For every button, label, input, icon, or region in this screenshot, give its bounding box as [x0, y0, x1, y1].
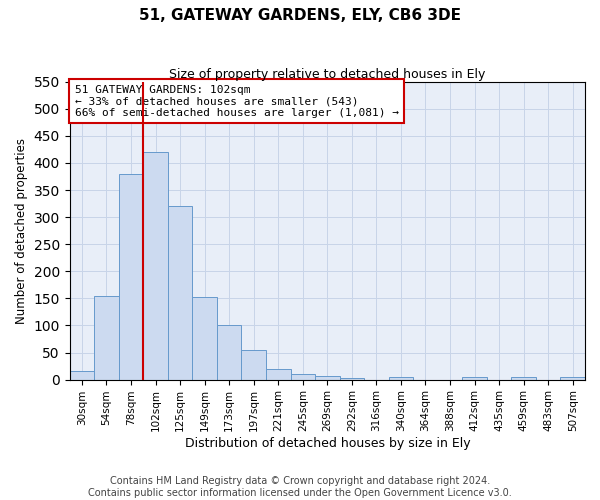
Bar	[462, 378, 487, 380]
Title: Size of property relative to detached houses in Ely: Size of property relative to detached ho…	[169, 68, 485, 80]
Bar	[266, 369, 290, 380]
Bar	[511, 378, 536, 380]
Bar	[389, 378, 413, 380]
Bar	[70, 372, 94, 380]
Bar	[193, 296, 217, 380]
Bar	[241, 350, 266, 380]
Text: 51, GATEWAY GARDENS, ELY, CB6 3DE: 51, GATEWAY GARDENS, ELY, CB6 3DE	[139, 8, 461, 22]
Bar	[315, 376, 340, 380]
Bar	[560, 377, 585, 380]
Bar	[94, 296, 119, 380]
X-axis label: Distribution of detached houses by size in Ely: Distribution of detached houses by size …	[185, 437, 470, 450]
Text: Contains HM Land Registry data © Crown copyright and database right 2024.
Contai: Contains HM Land Registry data © Crown c…	[88, 476, 512, 498]
Bar	[168, 206, 193, 380]
Bar	[119, 174, 143, 380]
Text: 51 GATEWAY GARDENS: 102sqm
← 33% of detached houses are smaller (543)
66% of sem: 51 GATEWAY GARDENS: 102sqm ← 33% of deta…	[75, 84, 399, 118]
Bar	[290, 374, 315, 380]
Bar	[143, 152, 168, 380]
Bar	[217, 326, 241, 380]
Y-axis label: Number of detached properties: Number of detached properties	[15, 138, 28, 324]
Bar	[340, 378, 364, 380]
